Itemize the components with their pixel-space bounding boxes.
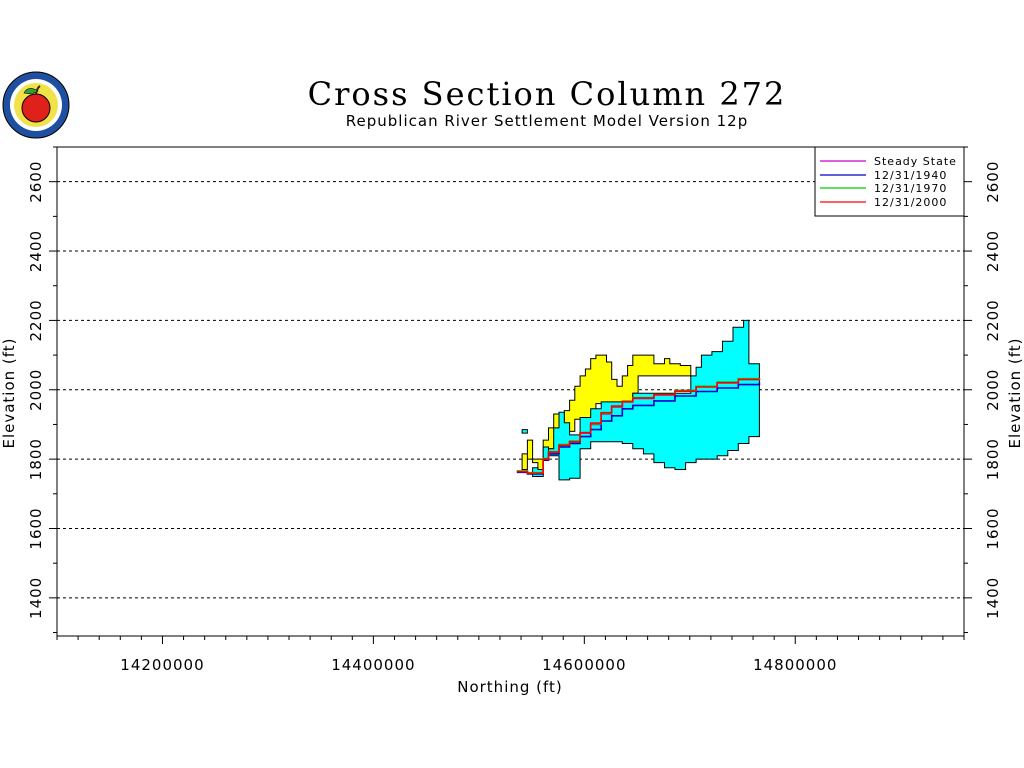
layer-polygon-2 (532, 319, 760, 481)
y-tick-label-right: 1600 (984, 507, 1002, 549)
x-tick-label: 14800000 (753, 656, 837, 674)
y-tick-label-left: 2000 (27, 369, 45, 411)
legend: Steady State 12/31/1940 12/31/1970 12/31… (814, 146, 965, 217)
axes: 14200000 14400000 14600000 14800000 1400 1400… (27, 146, 1002, 674)
legend-box (814, 146, 965, 217)
series-line-3 (516, 378, 761, 475)
y-tick-label-left: 2600 (27, 161, 45, 203)
legend-label-2000: 12/31/2000 (874, 196, 947, 209)
y-tick-label-right: 2000 (984, 369, 1002, 411)
water-level-series (516, 377, 761, 475)
y-axis-label-left: Elevation (ft) (0, 337, 18, 448)
y-tick-label-right: 2200 (984, 299, 1002, 341)
y-tick-label-left: 1400 (27, 577, 45, 619)
layer-polygon-1 (521, 429, 528, 434)
x-tick-label: 14200000 (120, 656, 204, 674)
y-tick-label-left: 1800 (27, 438, 45, 480)
x-tick-label: 14400000 (331, 656, 415, 674)
y-tick-label-right: 2600 (984, 161, 1002, 203)
y-tick-label-left: 2200 (27, 299, 45, 341)
plot-frame (56, 146, 965, 637)
legend-label-steady-state: Steady State (874, 155, 957, 168)
y-tick-label-left: 2400 (27, 230, 45, 272)
grid-lines (57, 181, 964, 599)
y-tick-label-right: 1400 (984, 577, 1002, 619)
x-tick-label: 14600000 (542, 656, 626, 674)
y-tick-label-right: 2400 (984, 230, 1002, 272)
x-axis-label: Northing (ft) (457, 678, 563, 696)
y-tick-label-left: 1600 (27, 507, 45, 549)
y-tick-label-right: 1800 (984, 438, 1002, 480)
chart-title: Cross Section Column 272 (308, 75, 787, 113)
legend-label-1940: 12/31/1940 (874, 169, 947, 182)
chart-subtitle: Republican River Settlement Model Versio… (346, 112, 748, 130)
agency-logo (2, 71, 70, 139)
geologic-layers (521, 319, 760, 481)
series-line-1 (516, 382, 761, 475)
legend-label-1970: 12/31/1970 (874, 182, 947, 195)
y-axis-label-right: Elevation (ft) (1006, 337, 1024, 448)
